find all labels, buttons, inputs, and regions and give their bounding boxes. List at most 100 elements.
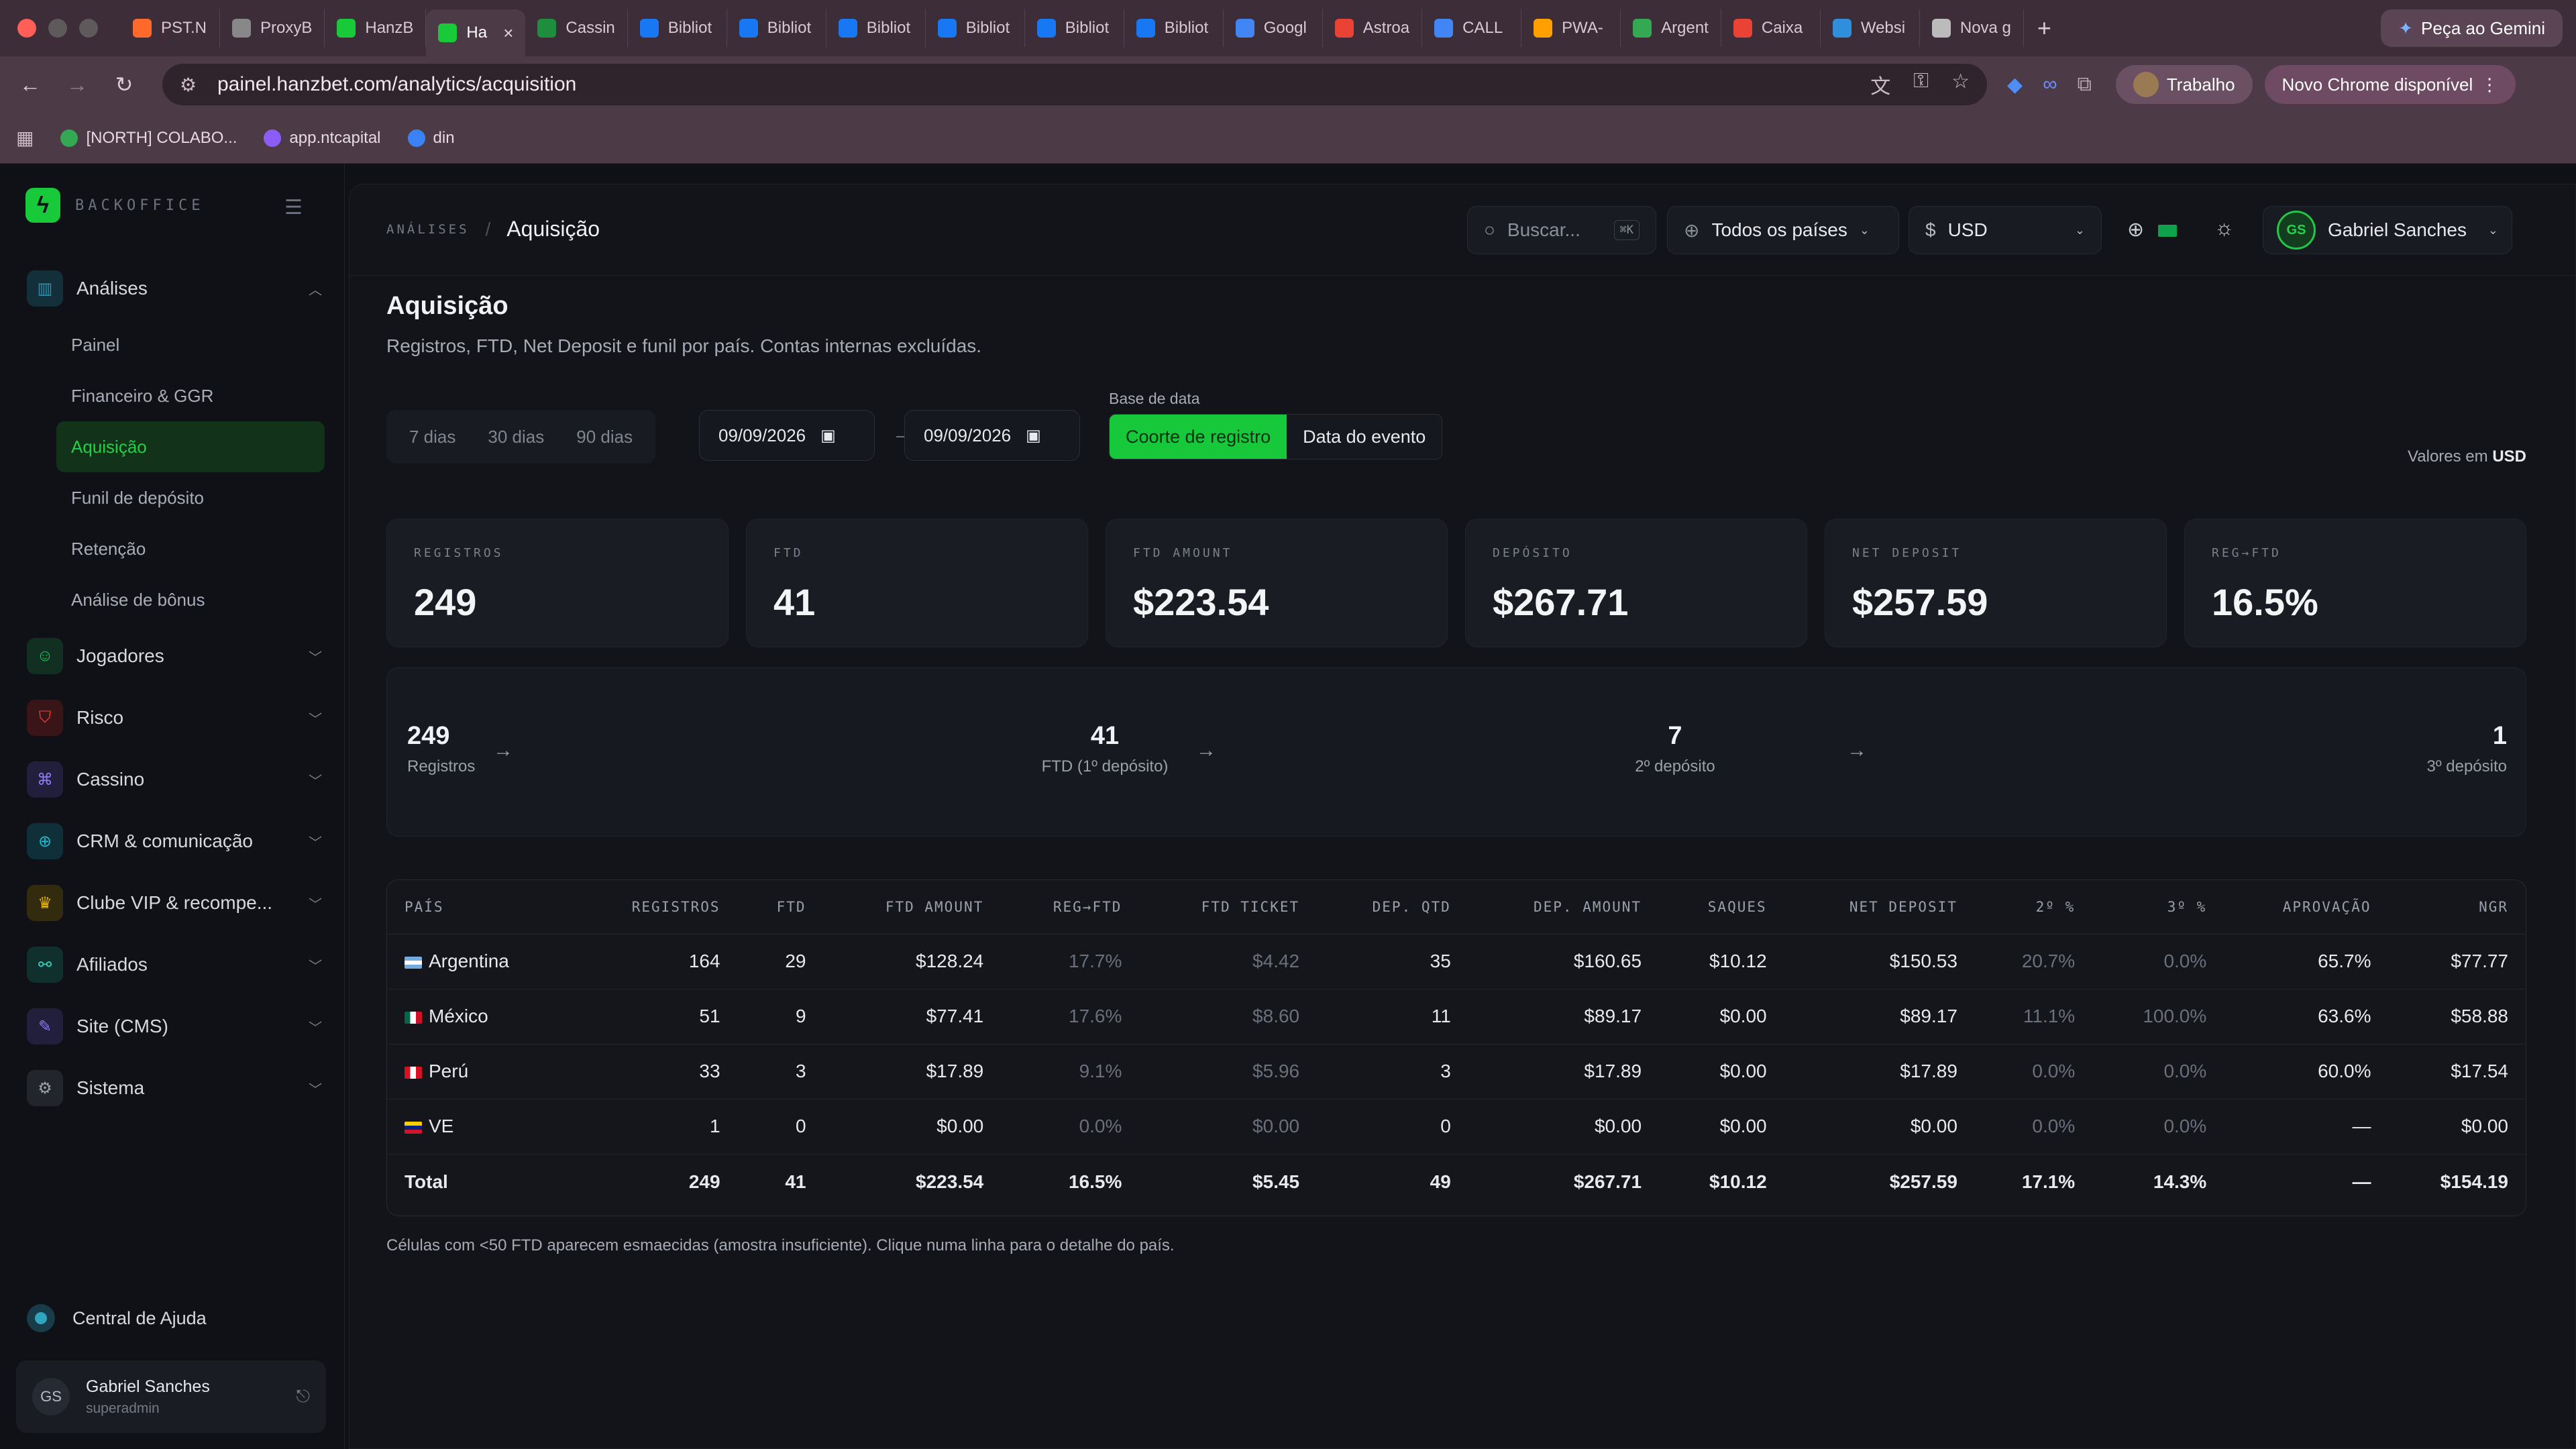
browser-tab[interactable]: Bibliot — [628, 9, 727, 47]
browser-tab[interactable]: Astroa — [1323, 9, 1423, 47]
currency-select[interactable]: $ USD ⌄ — [1909, 206, 2102, 254]
address-bar[interactable]: ⚙ painel.hanzbet.com/analytics/acquisiti… — [162, 64, 1987, 105]
browser-tab[interactable]: PWA- — [1521, 9, 1621, 47]
date-to-input[interactable]: 09/09/2026 ▣ — [904, 410, 1080, 461]
breadcrumb-parent[interactable]: ANÁLISES — [386, 221, 470, 237]
table-row[interactable]: VE 1 0 $0.00 0.0% $0.00 0 $0.00 $0.00 $0.00 0.0% 0.… — [387, 1099, 2526, 1155]
browser-tab[interactable]: Bibliot — [727, 9, 826, 47]
funnel-step[interactable]: 7 2º depósito — [1615, 722, 1735, 776]
column-header[interactable]: DEP. QTD — [1317, 880, 1468, 934]
sidebar-item[interactable]: Painel — [71, 334, 120, 355]
sidebar-group-risco[interactable]: ⛉ Risco ﹀ — [24, 687, 325, 749]
apps-grid-icon[interactable]: ▦ — [16, 127, 34, 148]
calendar-icon[interactable]: ▣ — [820, 426, 836, 445]
maximize-window-button[interactable] — [79, 19, 98, 38]
column-header[interactable]: NET DEPOSIT — [1784, 880, 1975, 934]
forward-icon[interactable]: → — [66, 72, 88, 97]
browser-tab[interactable]: Caixa — [1721, 9, 1821, 47]
table-row[interactable]: México 51 9 $77.41 17.6% $8.60 11 $89.17 $0.00 $8… — [387, 989, 2526, 1044]
sidebar-group-crm[interactable]: ⊕ CRM & comunicação ﹀ — [24, 810, 325, 872]
calendar-icon[interactable]: ▣ — [1026, 426, 1041, 445]
range-30d-button[interactable]: 30 dias — [488, 426, 545, 447]
url-text[interactable]: painel.hanzbet.com/analytics/acquisition — [217, 73, 577, 95]
column-header[interactable]: SAQUES — [1659, 880, 1784, 934]
date-from-input[interactable]: 09/09/2026 ▣ — [699, 410, 875, 461]
sidebar-item[interactable]: Retenção — [71, 538, 146, 559]
column-header[interactable]: FTD AMOUNT — [823, 880, 1002, 934]
browser-tab[interactable]: ProxyB — [220, 9, 325, 47]
menu-collapse-icon[interactable]: ☰ — [284, 197, 303, 219]
bookmark-item[interactable]: din — [407, 129, 455, 148]
browser-tab[interactable]: Ha × — [426, 9, 526, 56]
cohort-toggle-button[interactable]: Coorte de registro — [1110, 415, 1287, 459]
sidebar-group-sistema[interactable]: ⚙ Sistema ﹀ — [24, 1057, 325, 1119]
close-tab-icon[interactable]: × — [503, 22, 514, 43]
back-icon[interactable]: ← — [19, 72, 41, 97]
browser-tab[interactable]: Googl — [1224, 9, 1323, 47]
column-header[interactable]: REG→FTD — [1001, 880, 1140, 934]
range-7d-button[interactable]: 7 dias — [409, 426, 456, 447]
sidebar-group-cassino[interactable]: ⌘ Cassino ﹀ — [24, 749, 325, 810]
ask-gemini-button[interactable]: ✦ Peça ao Gemini — [2381, 9, 2563, 47]
browser-tab[interactable]: CALL — [1422, 9, 1522, 47]
browser-tab[interactable]: HanzB — [325, 9, 427, 47]
column-header[interactable]: FTD TICKET — [1139, 880, 1318, 934]
funnel-step[interactable]: 41 FTD (1º depósito) — [1031, 722, 1179, 776]
password-key-icon[interactable]: ⚿ — [1913, 70, 1929, 92]
column-header[interactable]: APROVAÇÃO — [2224, 880, 2389, 934]
column-header[interactable]: NGR — [2388, 880, 2526, 934]
sidebar-group-clube[interactable]: ♛ Clube VIP & recompe... ﹀ — [24, 872, 325, 934]
browser-tab[interactable]: Bibliot — [826, 9, 926, 47]
search-input[interactable]: ○ Buscar... ⌘K — [1467, 206, 1656, 254]
sidebar-item[interactable]: Análise de bônus — [71, 589, 205, 610]
column-header[interactable]: PAÍS — [387, 880, 574, 934]
funnel-step[interactable]: 1 3º depósito — [2413, 722, 2507, 776]
user-menu[interactable]: GS Gabriel Sanches ⌄ — [2263, 206, 2512, 254]
table-row[interactable]: Perú 33 3 $17.89 9.1% $5.96 3 $17.89 $0.00 $17.89… — [387, 1044, 2526, 1099]
sidebar-group-afiliados[interactable]: ⚯ Afiliados ﹀ — [24, 934, 325, 996]
bookmark-star-icon[interactable]: ☆ — [1951, 70, 1970, 93]
new-tab-icon[interactable]: + — [2037, 14, 2051, 42]
range-90d-button[interactable]: 90 dias — [576, 426, 633, 447]
sidebar-group-site[interactable]: ✎ Site (CMS) ﹀ — [24, 996, 325, 1057]
sidebar-item[interactable]: Funil de depósito — [71, 487, 205, 508]
reload-icon[interactable]: ↻ — [115, 72, 133, 97]
sidebar-item[interactable]: Aquisição — [56, 421, 325, 472]
extension-tag-icon[interactable]: ◆ — [2007, 73, 2023, 96]
browser-tab[interactable]: Cassin — [525, 9, 628, 47]
help-center-link[interactable]: Central de Ajuda — [27, 1304, 207, 1332]
language-globe-icon[interactable]: ⊕ — [2127, 219, 2145, 241]
funnel-step[interactable]: 249 Registros — [407, 722, 488, 776]
sidebar-group-jogadores[interactable]: ☺ Jogadores ﹀ — [24, 625, 325, 687]
chrome-update-button[interactable]: Novo Chrome disponível ⋮ — [2264, 65, 2516, 104]
browser-tab[interactable]: Websi — [1821, 9, 1920, 47]
browser-tab[interactable]: PST.N — [121, 9, 220, 47]
column-header[interactable]: DEP. AMOUNT — [1468, 880, 1660, 934]
browser-tab[interactable]: Bibliot — [1025, 9, 1124, 47]
minimize-window-button[interactable] — [48, 19, 67, 38]
theme-sun-icon[interactable]: ☼ — [2214, 215, 2235, 239]
sidebar-group-analises[interactable]: ▥ Análises ︿ — [24, 258, 325, 319]
site-settings-icon[interactable]: ⚙ — [180, 74, 197, 95]
brazil-flag-icon[interactable] — [2158, 225, 2177, 237]
extensions-puzzle-icon[interactable]: ⧉ — [2077, 73, 2092, 95]
profile-button[interactable]: Trabalho — [2115, 65, 2253, 104]
translate-icon[interactable]: 文 — [1870, 76, 1891, 98]
country-filter-select[interactable]: ⊕ Todos os países ⌄ — [1667, 206, 1899, 254]
column-header[interactable]: FTD — [737, 880, 824, 934]
table-row[interactable]: Argentina 164 29 $128.24 17.7% $4.42 35 $160.65… — [387, 934, 2526, 989]
column-header[interactable]: 3º % — [2092, 880, 2224, 934]
extension-meta-icon[interactable]: ∞ — [2043, 73, 2057, 95]
user-card[interactable]: GS Gabriel Sanches superadmin ⎋ — [16, 1360, 326, 1433]
browser-tab[interactable]: Bibliot — [926, 9, 1025, 47]
logout-icon[interactable]: ⎋ — [296, 1386, 310, 1406]
column-header[interactable]: 2º % — [1974, 880, 2093, 934]
browser-tab[interactable]: Argent — [1621, 9, 1721, 47]
column-header[interactable]: REGISTROS — [573, 880, 738, 934]
brand[interactable]: ϟ BACKOFFICE — [25, 188, 204, 223]
bookmark-item[interactable]: app.ntcapital — [264, 129, 381, 148]
browser-tab[interactable]: Bibliot — [1124, 9, 1224, 47]
close-window-button[interactable] — [17, 19, 36, 38]
sidebar-item[interactable]: Financeiro & GGR — [71, 385, 214, 406]
bookmark-item[interactable]: [NORTH] COLABO... — [60, 129, 237, 148]
